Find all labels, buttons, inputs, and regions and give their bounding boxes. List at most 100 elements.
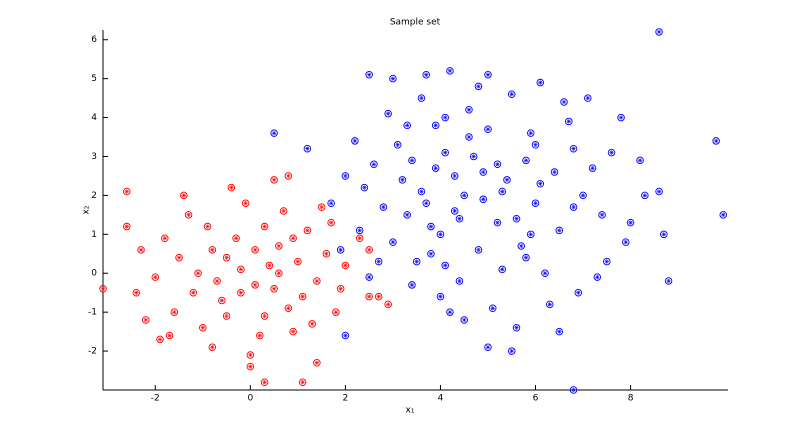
marker-star [296, 259, 300, 264]
marker-star [547, 302, 552, 307]
point [189, 288, 198, 297]
point [365, 246, 373, 254]
marker-circle [303, 144, 312, 153]
marker-circle [460, 191, 468, 200]
point [441, 261, 449, 270]
point [332, 308, 340, 316]
marker-circle [455, 277, 464, 285]
marker-star [628, 220, 633, 225]
marker-star [619, 115, 623, 120]
point [175, 253, 183, 262]
marker-circle [422, 71, 430, 79]
point [260, 222, 269, 231]
marker-circle [294, 257, 302, 266]
point [541, 269, 549, 277]
point [327, 199, 335, 207]
marker-star [533, 142, 538, 147]
marker-circle [541, 269, 549, 277]
marker-circle [422, 199, 430, 207]
marker-circle [227, 183, 236, 192]
marker-star [467, 107, 471, 112]
marker-circle [507, 90, 516, 98]
marker-star [538, 181, 543, 186]
point [527, 129, 535, 137]
marker-circle [351, 137, 359, 145]
point [574, 288, 583, 297]
marker-star [638, 158, 642, 163]
point [303, 144, 312, 153]
point [194, 269, 202, 277]
marker-star [604, 259, 609, 264]
marker-star [533, 201, 538, 206]
marker-circle [588, 164, 597, 172]
marker-star [305, 228, 310, 233]
point [719, 211, 727, 219]
point [365, 273, 373, 281]
marker-circle [503, 176, 511, 184]
x-tick-label: 8 [628, 394, 634, 404]
point [203, 222, 212, 231]
x-tick-label: 0 [247, 394, 253, 404]
marker-star [566, 119, 571, 124]
point [507, 347, 516, 355]
point [655, 28, 663, 36]
point [208, 246, 217, 254]
y-tick-label: 1 [91, 230, 97, 240]
marker-star [557, 329, 562, 334]
marker-star [315, 279, 319, 283]
marker-circle [569, 203, 578, 211]
point [137, 246, 145, 254]
marker-star [714, 139, 718, 143]
marker-star [291, 236, 295, 241]
point [275, 269, 283, 277]
marker-circle [441, 261, 449, 270]
marker-circle [465, 106, 473, 114]
point [379, 203, 388, 211]
point [660, 230, 668, 239]
marker-star [391, 240, 395, 244]
marker-star [571, 205, 576, 209]
marker-star [329, 201, 333, 206]
marker-circle [132, 288, 141, 297]
marker-star [552, 170, 557, 174]
marker-circle [327, 199, 335, 207]
marker-star [272, 131, 276, 135]
point [446, 308, 454, 316]
marker-star [438, 232, 443, 237]
marker-star [338, 248, 343, 252]
marker-circle [550, 168, 559, 176]
marker-circle [493, 218, 502, 227]
marker-circle [498, 265, 506, 274]
marker-star [367, 248, 371, 252]
marker-star [386, 302, 390, 307]
point [536, 179, 545, 188]
point [384, 300, 392, 309]
marker-circle [512, 215, 521, 223]
marker-star [376, 259, 381, 264]
marker-circle [184, 211, 193, 219]
point [370, 160, 378, 169]
marker-circle [265, 261, 274, 270]
y-axis-label: x₂ [82, 205, 92, 214]
marker-star [400, 178, 405, 182]
marker-circle [569, 386, 578, 394]
point [546, 300, 554, 309]
point [431, 164, 440, 172]
point [360, 183, 369, 192]
marker-star [343, 174, 348, 178]
point [294, 257, 302, 266]
marker-star [186, 213, 191, 217]
point [303, 226, 312, 235]
point [479, 168, 487, 176]
point [180, 191, 188, 200]
marker-star [405, 213, 409, 217]
point [555, 226, 564, 235]
point [389, 74, 397, 83]
marker-star [581, 193, 585, 198]
point [265, 261, 274, 270]
point [355, 234, 364, 242]
point [365, 292, 373, 301]
point [260, 378, 269, 386]
marker-circle [298, 292, 307, 301]
point [455, 277, 464, 285]
